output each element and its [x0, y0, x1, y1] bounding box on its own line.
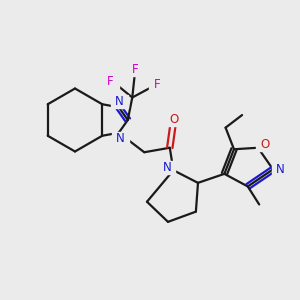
- Text: F: F: [132, 63, 138, 76]
- Bar: [166, 113, 182, 126]
- Text: O: O: [260, 138, 269, 151]
- Bar: [272, 163, 289, 176]
- Text: O: O: [169, 113, 178, 126]
- Text: N: N: [115, 95, 124, 108]
- Bar: [149, 78, 166, 91]
- Text: N: N: [276, 163, 285, 176]
- Bar: [111, 95, 128, 108]
- Bar: [158, 161, 175, 174]
- Bar: [256, 138, 273, 152]
- Text: F: F: [107, 75, 114, 88]
- Text: F: F: [154, 78, 160, 91]
- Bar: [127, 63, 143, 76]
- Text: N: N: [162, 161, 171, 174]
- Text: N: N: [116, 132, 125, 145]
- Bar: [112, 131, 129, 145]
- Bar: [102, 75, 119, 88]
